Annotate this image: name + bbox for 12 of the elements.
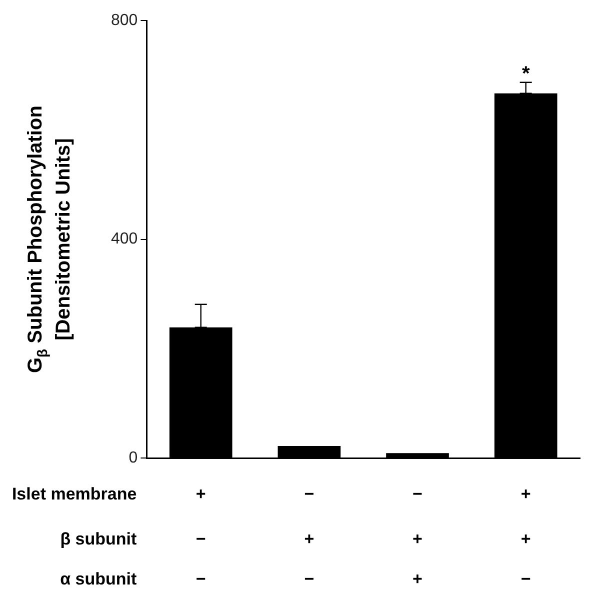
category-label: + − − [196,484,206,589]
text: α subunit [60,570,138,589]
y-axis-title: Gβ Subunit Phosphorylation [Densitometric Units] [24,106,75,374]
y-tick-label: 0 [128,449,138,466]
text: β subunit [60,530,138,549]
y-tick-label: 800 [110,12,138,30]
y-tick-label: 400 [110,230,138,248]
annotation: * [522,62,530,85]
text: Islet membrane [12,484,137,504]
category-label: + + − [520,484,531,589]
category-label: − + − [304,484,314,589]
category-label: − + + [412,484,422,589]
